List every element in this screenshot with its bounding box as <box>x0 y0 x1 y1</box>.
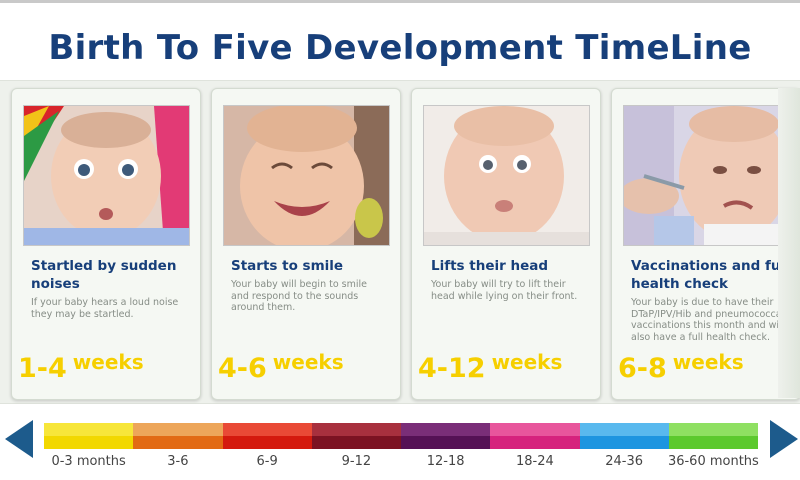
timeline-label: 18-24 <box>515 454 554 469</box>
baby-lifting-head-photo <box>423 105 590 246</box>
timeline-segment-18-24[interactable] <box>490 423 580 449</box>
timeline-segment-0-3-months[interactable] <box>44 423 134 449</box>
card-description: Your baby will try to lift their head wh… <box>431 279 578 302</box>
age-unit: weeks <box>672 350 744 374</box>
age-range: 4-6 <box>218 353 267 384</box>
age-unit: weeks <box>272 350 344 374</box>
milestone-card-4[interactable]: Vaccinations and full health check Your … <box>611 88 800 400</box>
next-card-peek <box>778 88 800 398</box>
timeline-segment-12-18[interactable] <box>401 423 491 449</box>
age-unit: weeks <box>491 350 563 374</box>
top-status-bar <box>0 0 800 3</box>
timeline-label: 9-12 <box>341 454 372 469</box>
timeline-label: 24-36 <box>605 454 644 469</box>
age-label: 4-6 weeks <box>218 350 344 384</box>
page-title: Birth To Five Development TimeLine <box>48 28 752 68</box>
age-range: 1-4 <box>18 353 67 384</box>
timeline-label: 36-60 months <box>667 454 759 469</box>
milestone-card-2[interactable]: Starts to smile Your baby will begin to … <box>211 88 401 400</box>
baby-surprised-photo <box>23 105 190 246</box>
timeline-segment-36-60-months[interactable] <box>668 423 758 449</box>
baby-vaccination-photo <box>623 105 790 246</box>
timeline-label: 6-9 <box>256 454 278 469</box>
timeline-label: 0-3 months <box>51 454 126 469</box>
timeline-label: 12-18 <box>426 454 465 469</box>
age-label: 6-8 weeks <box>618 350 744 384</box>
timeline-segment-9-12[interactable] <box>311 423 401 449</box>
age-timeline-bar[interactable] <box>44 423 758 449</box>
age-range: 4-12 <box>418 353 486 384</box>
timeline-segment-6-9[interactable] <box>222 423 312 449</box>
timeline-segment-24-36[interactable] <box>579 423 669 449</box>
arrow-left-icon[interactable] <box>5 420 35 458</box>
card-title: Vaccinations and full health check <box>631 258 790 292</box>
milestone-card-3[interactable]: Lifts their head Your baby will try to l… <box>411 88 601 400</box>
arrow-right-icon[interactable] <box>768 420 798 458</box>
card-title: Lifts their head <box>431 258 549 274</box>
age-range: 6-8 <box>618 353 667 384</box>
card-description: Your baby will begin to smile and respon… <box>231 279 368 313</box>
card-title: Starts to smile <box>231 258 344 274</box>
milestone-card-1[interactable]: Startled by sudden noises If your baby h… <box>11 88 201 400</box>
card-description: If your baby hears a loud noise they may… <box>31 297 179 320</box>
baby-smiling-photo <box>223 105 390 246</box>
age-label: 1-4 weeks <box>18 350 144 384</box>
timeline-segment-3-6[interactable] <box>133 423 223 449</box>
card-description: Your baby is due to have their DTaP/IPV/… <box>631 297 785 343</box>
age-unit: weeks <box>72 350 144 374</box>
timeline-label: 3-6 <box>167 454 189 469</box>
age-label: 4-12 weeks <box>418 350 563 384</box>
card-title: Startled by sudden noises <box>31 258 177 292</box>
